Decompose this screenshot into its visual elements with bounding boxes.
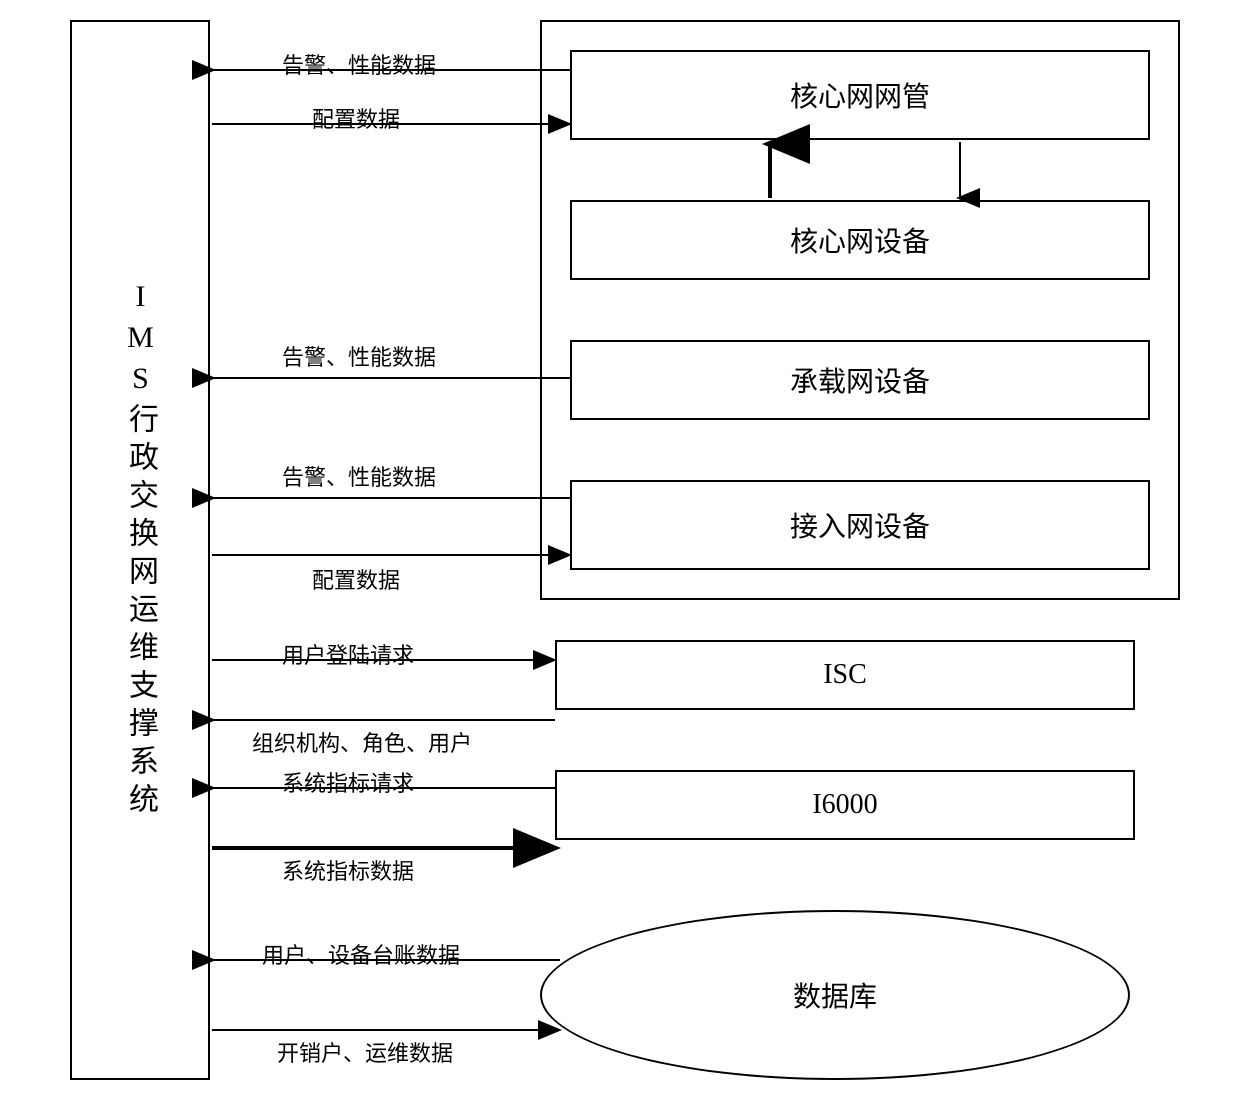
e7-label: 配置数据	[310, 563, 402, 595]
database-ellipse: 数据库	[540, 910, 1130, 1080]
bearer-dev-box: 承载网设备	[570, 340, 1150, 420]
access-dev-label: 接入网设备	[790, 505, 930, 545]
e1-label: 告警、性能数据	[280, 48, 438, 80]
core-dev-label: 核心网设备	[790, 220, 930, 260]
database-label: 数据库	[793, 975, 877, 1015]
e12-label: 用户、设备台账数据	[260, 938, 462, 970]
e13-label: 开销户、运维数据	[275, 1036, 455, 1068]
e2-label: 配置数据	[310, 102, 402, 134]
isc-label: ISC	[823, 659, 867, 691]
isc-box: ISC	[555, 640, 1135, 710]
left-system-box: IMS行政交换网运维支撑系统	[70, 20, 210, 1080]
e8-label: 用户登陆请求	[280, 638, 416, 670]
system-architecture-diagram: IMS行政交换网运维支撑系统 核心网网管 核心网设备 承载网设备 接入网设备 I…	[0, 0, 1240, 1116]
core-dev-box: 核心网设备	[570, 200, 1150, 280]
e5-label: 告警、性能数据	[280, 340, 438, 372]
i6000-box: I6000	[555, 770, 1135, 840]
e10-label: 系统指标请求	[280, 766, 416, 798]
bearer-dev-label: 承载网设备	[790, 360, 930, 400]
core-mgmt-label: 核心网网管	[790, 75, 930, 115]
left-system-label: IMS行政交换网运维支撑系统	[118, 280, 162, 821]
e11-label: 系统指标数据	[280, 854, 416, 886]
i6000-label: I6000	[812, 789, 877, 821]
core-mgmt-box: 核心网网管	[570, 50, 1150, 140]
e6-label: 告警、性能数据	[280, 460, 438, 492]
access-dev-box: 接入网设备	[570, 480, 1150, 570]
e9-label: 组织机构、角色、用户	[250, 726, 474, 758]
